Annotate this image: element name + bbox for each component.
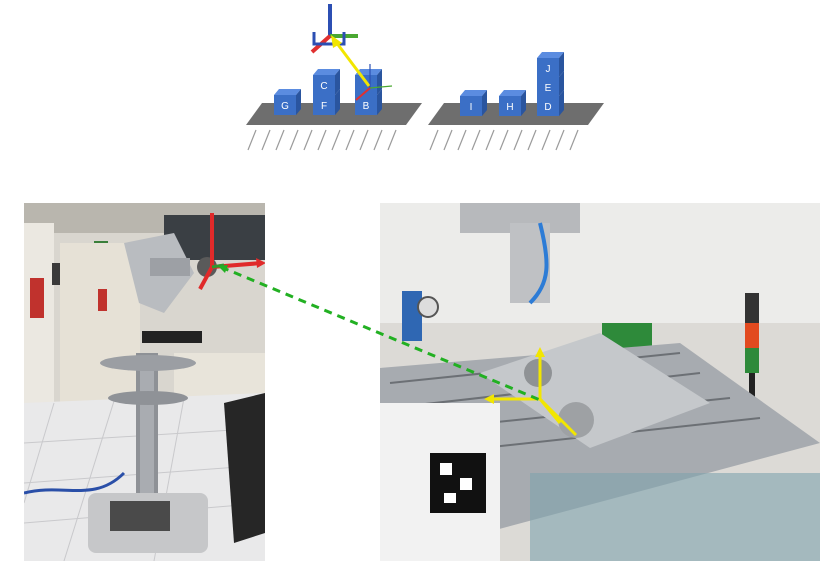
block-d-label: D: [544, 102, 551, 113]
target-frame-icon: [355, 64, 393, 101]
robot-photo-svg: [24, 203, 265, 561]
station-photo: [380, 203, 820, 561]
block-h-label: H: [506, 102, 513, 113]
gripper-frame-icon: [310, 4, 358, 54]
block-i-label: I: [470, 102, 473, 113]
block-h: H: [499, 90, 526, 116]
block-j-label: J: [546, 64, 551, 75]
block-f-label: F: [321, 101, 327, 112]
block-e-label: E: [545, 83, 552, 94]
block-b: B: [355, 89, 382, 115]
block-j: J: [537, 52, 564, 77]
block-e: E: [537, 71, 564, 96]
block-world-diagram: G F C B I: [232, 0, 622, 160]
block-c-label: C: [320, 81, 327, 92]
block-d: D: [537, 90, 564, 116]
block-f: F: [313, 89, 340, 115]
block-g: G: [274, 89, 301, 115]
block-b-top: [355, 69, 382, 95]
block-b-label: B: [363, 101, 370, 112]
block-world-svg: G F C B I: [246, 4, 604, 151]
block-c: C: [313, 69, 340, 95]
approach-arrow-icon: [331, 35, 371, 87]
robot-photo: [24, 203, 265, 561]
station-photo-svg: [380, 203, 820, 561]
block-i: I: [460, 90, 487, 116]
block-g-label: G: [281, 101, 289, 112]
